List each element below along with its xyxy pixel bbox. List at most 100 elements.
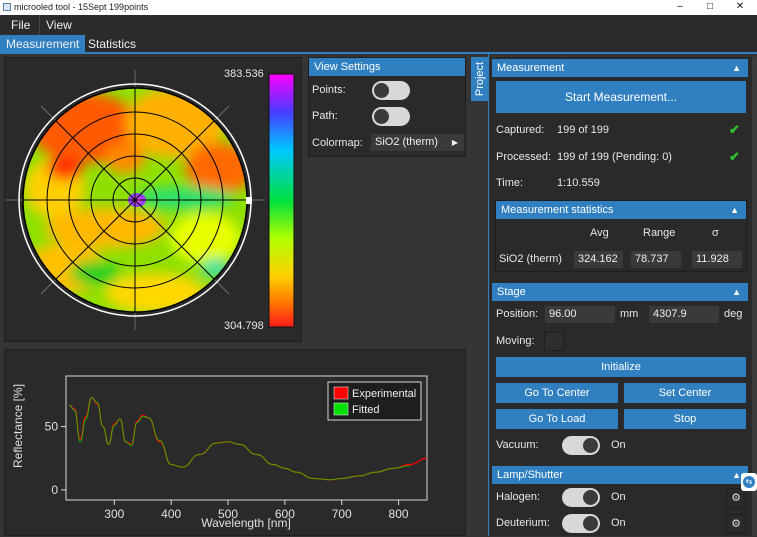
plot-frame: [65, 375, 428, 501]
legend-label-fitted: Fitted: [352, 404, 380, 416]
spectrum-chart[interactable]: 300 400 500 600 700 800 0 50 Wavelength [nm] R…: [5, 350, 467, 537]
toggle-knob: [583, 516, 598, 531]
toggle-knob: [374, 83, 389, 98]
initialize-button[interactable]: Initialize: [496, 357, 746, 377]
menu-view[interactable]: View: [46, 18, 72, 32]
series-line-fitted: [68, 397, 410, 481]
scale-max-label: 383.536: [224, 68, 264, 80]
processed-label: Processed:: [496, 151, 552, 163]
legend-swatch-fitted: [333, 402, 349, 416]
measurement-stats-title: Measurement statistics: [501, 204, 614, 216]
view-settings-panel: View Settings Points: Path: Colormap: Si…: [308, 57, 466, 157]
measurement-title: Measurement: [497, 62, 565, 74]
angle-input[interactable]: 4307.9: [648, 305, 720, 324]
deuterium-toggle[interactable]: [562, 514, 600, 533]
wafer-map-panel: 383.536 304.798: [4, 57, 302, 342]
control-panel: Measurement ▲ Start Measurement... Captu…: [490, 57, 752, 536]
tab-statistics[interactable]: Statistics: [88, 37, 137, 51]
color-scale-bar: [268, 73, 295, 328]
overlay-widget-icon[interactable]: ⇆: [741, 473, 757, 491]
x-tick-label: 700: [332, 507, 352, 521]
project-tab-label: Project: [474, 61, 486, 97]
stage-header[interactable]: Stage ▲: [492, 283, 748, 301]
position-unit: mm: [620, 308, 639, 320]
points-label: Points:: [312, 84, 346, 96]
view-settings-header: View Settings: [309, 58, 465, 76]
measurement-stats-box: Measurement statistics ▲ Avg Range σ SiO…: [495, 200, 747, 272]
go-to-load-button[interactable]: Go To Load: [496, 409, 618, 429]
halogen-state: On: [611, 491, 626, 503]
tab-measurement[interactable]: Measurement: [0, 35, 86, 54]
stop-button[interactable]: Stop: [624, 409, 746, 429]
start-measurement-button[interactable]: Start Measurement...: [496, 81, 746, 113]
wafer-map[interactable]: [5, 58, 303, 343]
colormap-select[interactable]: SiO2 (therm) ▶: [370, 133, 465, 152]
deuterium-label: Deuterium:: [496, 517, 550, 529]
collapse-icon: ▲: [730, 205, 739, 215]
y-tick-label: 0: [51, 483, 58, 497]
x-tick-label: 600: [275, 507, 295, 521]
vacuum-toggle[interactable]: [562, 436, 600, 455]
maximize-icon[interactable]: □: [706, 1, 714, 12]
deuterium-state: On: [611, 517, 626, 529]
polar-grid: [23, 88, 247, 312]
y-axis-ticks: 0 50: [45, 420, 66, 497]
y-axis-label: Reflectance [%]: [11, 384, 25, 468]
path-label: Path:: [312, 110, 338, 122]
vacuum-state: On: [611, 439, 626, 451]
stage-title: Stage: [497, 286, 526, 298]
measurement-header[interactable]: Measurement ▲: [492, 59, 748, 77]
legend: Experimental Fitted: [327, 381, 422, 421]
halogen-toggle[interactable]: [562, 488, 600, 507]
vacuum-label: Vacuum:: [496, 439, 539, 451]
scrollbar[interactable]: [752, 57, 757, 536]
halogen-gear-icon[interactable]: ⚙: [726, 488, 746, 508]
window-title: microoled tool - 15Sept 199points: [14, 2, 149, 12]
processed-value: 199 of 199 (Pending: 0): [557, 151, 672, 163]
menu-file[interactable]: File: [2, 15, 41, 35]
x-axis-ticks: 300 400 500 600 700 800: [104, 500, 409, 521]
go-to-center-button[interactable]: Go To Center: [496, 383, 618, 403]
deuterium-gear-icon[interactable]: ⚙: [726, 514, 746, 534]
spectrum-chart-panel: 300 400 500 600 700 800 0 50 Wavelength [nm] R…: [4, 349, 466, 536]
menu-bar: File View: [0, 15, 757, 35]
minimize-icon[interactable]: –: [677, 1, 683, 12]
captured-value: 199 of 199: [557, 124, 609, 136]
set-center-button[interactable]: Set Center: [624, 383, 746, 403]
window-titlebar: microoled tool - 15Sept 199points – □ ✕: [0, 0, 757, 15]
toggle-knob: [374, 109, 389, 124]
points-toggle[interactable]: [372, 81, 410, 100]
view-settings-title: View Settings: [314, 61, 381, 73]
angle-unit: deg: [724, 308, 743, 320]
series-lines: [68, 396, 428, 481]
colormap-label: Colormap:: [312, 137, 363, 149]
stats-sigma-value: 11.928: [691, 250, 743, 269]
stats-col-sigma: σ: [712, 227, 719, 239]
collapse-icon: ▲: [732, 470, 741, 480]
x-axis-label: Wavelength [nm]: [201, 516, 291, 530]
close-icon[interactable]: ✕: [735, 1, 745, 12]
time-label: Time:: [496, 177, 524, 189]
project-side-tab[interactable]: Project: [471, 57, 488, 101]
path-toggle[interactable]: [372, 107, 410, 126]
moving-indicator: [544, 332, 564, 351]
toggle-knob: [583, 490, 598, 505]
legend-swatch-experimental: [333, 386, 349, 400]
collapse-icon: ▲: [732, 63, 741, 73]
position-input[interactable]: 96.00: [544, 305, 616, 324]
lamp-shutter-header[interactable]: Lamp/Shutter ▲: [492, 466, 748, 484]
colormap-value: SiO2 (therm): [375, 136, 438, 148]
measurement-stats-header[interactable]: Measurement statistics ▲: [496, 201, 746, 219]
x-tick-label: 300: [104, 507, 124, 521]
scale-min-label: 304.798: [224, 320, 264, 332]
stats-range-value: 78.737: [630, 250, 682, 269]
halogen-label: Halogen:: [496, 491, 541, 503]
captured-label: Captured:: [496, 124, 545, 136]
app-icon: [3, 3, 11, 11]
lamp-shutter-title: Lamp/Shutter: [497, 469, 564, 481]
check-icon: ✔: [729, 149, 740, 164]
position-label: Position:: [496, 308, 539, 320]
stats-col-avg: Avg: [590, 227, 609, 239]
x-tick-label: 500: [218, 507, 238, 521]
x-tick-label: 800: [389, 507, 409, 521]
